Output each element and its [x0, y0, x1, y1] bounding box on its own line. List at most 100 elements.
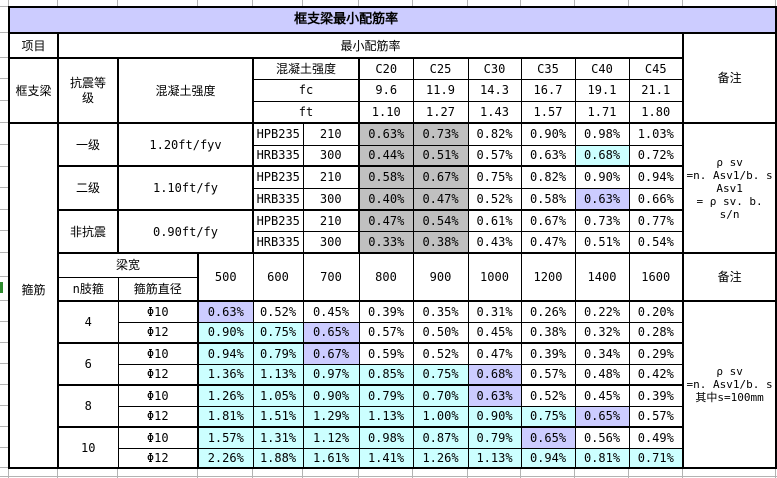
gridline-tick [0, 144, 8, 145]
stirrup-ratio-cell: 0.94% [197, 342, 254, 365]
steel-type-label: HRB335 [252, 144, 304, 167]
gridline-tick [302, 469, 303, 478]
gridline-tick [0, 363, 8, 364]
beam-ratio-cell: 0.77% [628, 209, 684, 232]
gridline-tick [117, 0, 118, 6]
diameter-label: Φ10 [117, 426, 199, 449]
beam-section-label: 框支梁 [8, 57, 59, 124]
stirrup-ratio-cell: 0.48% [574, 363, 630, 386]
beam-ratio-cell: 0.98% [574, 122, 630, 146]
gridline-tick [0, 467, 8, 468]
beam-ratio-cell: 0.54% [412, 209, 469, 232]
beam-ratio-cell: 0.82% [520, 165, 576, 189]
gridline-tick [358, 469, 359, 478]
min-ratio-header: 最小配筋率 [57, 32, 684, 59]
stirrup-ratio-cell: 1.13% [358, 405, 414, 428]
fy-value-cell: 300 [302, 230, 360, 254]
width-header-cell: 1400 [574, 252, 630, 302]
stirrup-ratio-cell: 1.31% [252, 426, 304, 449]
width-header-cell: 500 [197, 252, 254, 302]
beam-ratio-cell: 0.43% [467, 230, 522, 254]
legs-value: 10 [57, 426, 119, 469]
gridline-tick [0, 321, 8, 322]
stirrup-ratio-cell: 0.75% [520, 405, 576, 428]
gridline-tick [0, 384, 8, 385]
gridline-tick [0, 476, 777, 477]
gridline-tick [775, 0, 776, 6]
stirrup-ratio-cell: 0.87% [412, 426, 469, 449]
gridline-tick [0, 276, 8, 277]
steel-type-label: HRB335 [252, 187, 304, 211]
stirrup-ratio-cell: 0.47% [467, 342, 522, 365]
stirrup-ratio-cell: 0.85% [358, 363, 414, 386]
grade-header-cell: C20 [358, 57, 414, 80]
stirrup-ratio-cell: 0.26% [520, 300, 576, 323]
project-label: 项目 [8, 32, 59, 59]
stirrup-ratio-cell: 0.97% [302, 363, 360, 386]
diameter-label: Φ10 [117, 384, 199, 407]
gridline-tick [628, 0, 629, 6]
gridline-tick [682, 0, 683, 6]
stirrup-ratio-cell: 0.50% [412, 321, 469, 344]
gridline-tick [252, 469, 253, 478]
beam-ratio-cell: 1.03% [628, 122, 684, 146]
beam-ratio-cell: 0.63% [520, 144, 576, 167]
beam-ratio-cell: 0.40% [358, 187, 414, 211]
fc-value-cell: 9.6 [358, 78, 414, 102]
gridline-tick [520, 0, 521, 6]
diameter-header: 箍筋直径 [117, 276, 199, 302]
beam-ratio-cell: 0.73% [574, 209, 630, 232]
beam-ratio-cell: 0.90% [574, 165, 630, 189]
seismic-grade-header-text: 抗震等级 [69, 75, 106, 105]
beam-ratio-cell: 0.58% [358, 165, 414, 189]
width-header-cell: 1000 [467, 252, 522, 302]
beam-ratio-cell: 0.75% [467, 165, 522, 189]
gridline-tick [412, 0, 413, 6]
beam-ratio-cell: 0.73% [412, 122, 469, 146]
grade-header-cell: C35 [520, 57, 576, 80]
beam-ratio-cell: 0.63% [574, 187, 630, 211]
fy-value-cell: 300 [302, 144, 360, 167]
gridline-tick [8, 469, 9, 478]
stirrup-ratio-cell: 0.90% [467, 405, 522, 428]
gridline-tick [0, 122, 8, 123]
stirrup-ratio-cell: 0.59% [358, 342, 414, 365]
stirrup-ratio-cell: 0.75% [252, 321, 304, 344]
seismic-grade-header: 抗震等级 [57, 57, 119, 124]
beam-ratio-cell: 0.67% [520, 209, 576, 232]
gridline-tick [0, 100, 8, 101]
beam-ratio-cell: 0.68% [574, 144, 630, 167]
stirrup-ratio-cell: 1.81% [197, 405, 254, 428]
min-reinforcement-table: 框支梁最小配筋率 项目 最小配筋率 备注 框支梁 抗震等级 混凝土强度 混凝土强… [7, 6, 777, 469]
gridline-tick [0, 32, 8, 33]
stirrup-ratio-cell: 1.51% [252, 405, 304, 428]
gridline-tick [467, 469, 468, 478]
gridline-tick [0, 252, 8, 253]
gridline-tick [0, 6, 8, 7]
stirrup-ratio-cell: 0.63% [197, 300, 254, 323]
beam-ratio-cell: 0.38% [412, 230, 469, 254]
page-title: 框支梁最小配筋率 [7, 6, 777, 34]
stirrup-ratio-cell: 1.29% [302, 405, 360, 428]
stirrup-ratio-cell: 0.57% [520, 363, 576, 386]
gridline-tick [0, 209, 8, 210]
beam-ratio-cell: 0.52% [467, 187, 522, 211]
gridline-tick [574, 0, 575, 6]
gridline-tick [358, 0, 359, 6]
formula-label: 0.90ft/fy [117, 209, 254, 254]
stirrup-ratio-cell: 0.32% [574, 321, 630, 344]
gridline-tick [117, 469, 118, 478]
stirrup-ratio-cell: 0.70% [412, 384, 469, 407]
gridline-tick [252, 0, 253, 6]
stirrup-ratio-cell: 0.57% [358, 321, 414, 344]
stirrup-ratio-cell: 0.57% [628, 405, 684, 428]
stirrup-ratio-cell: 0.45% [574, 384, 630, 407]
row-marker [0, 282, 3, 293]
beam-ratio-cell: 0.66% [628, 187, 684, 211]
diameter-label: Φ10 [117, 342, 199, 365]
width-header-cell: 600 [252, 252, 304, 302]
beam-ratio-cell: 0.63% [358, 122, 414, 146]
gridline-tick [0, 78, 8, 79]
stirrup-ratio-cell: 0.63% [467, 384, 522, 407]
stirrup-ratio-cell: 1.26% [412, 447, 469, 469]
